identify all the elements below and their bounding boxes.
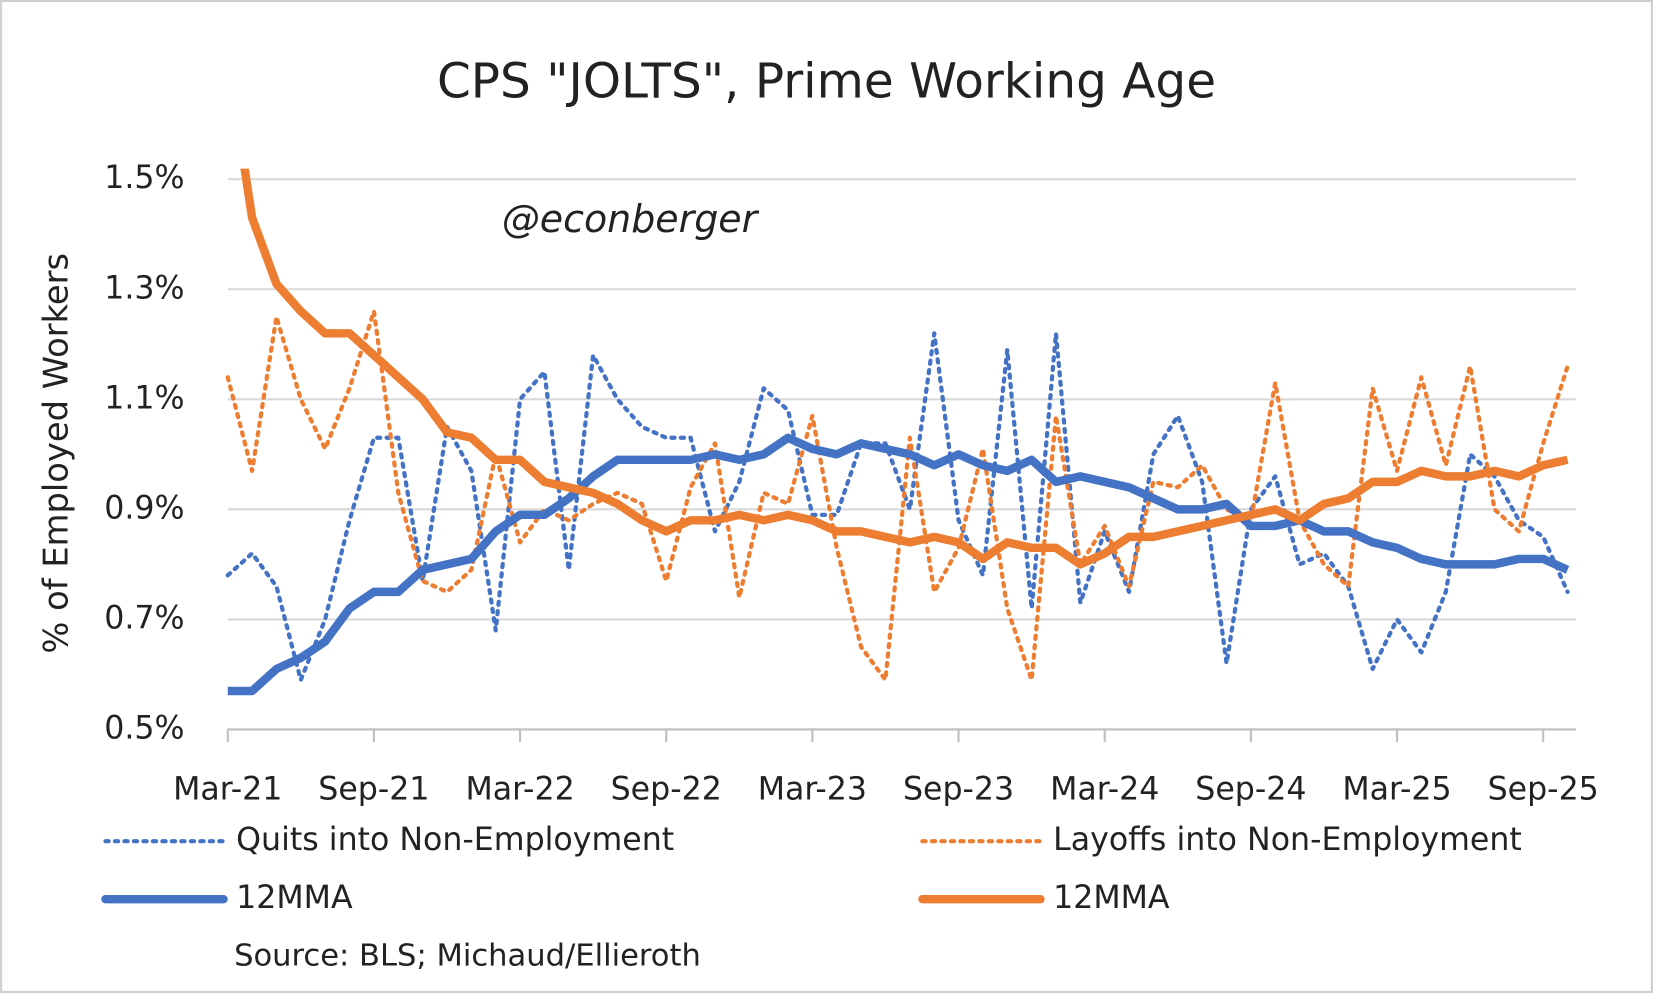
x-tick-label: Mar-21 <box>173 772 282 808</box>
y-tick-label: 0.5% <box>104 710 184 746</box>
watermark: @econberger <box>502 197 760 241</box>
y-tick-label: 1.3% <box>104 270 184 306</box>
y-tick-label: 1.5% <box>104 160 184 196</box>
y-tick-label: 0.9% <box>104 490 184 526</box>
series-line <box>225 309 1570 683</box>
legend-label: Layoffs into Non-Employment <box>1053 822 1522 858</box>
y-tick-label: 1.1% <box>104 380 184 416</box>
series-line <box>240 168 1569 569</box>
x-tick-label: Mar-22 <box>465 772 574 808</box>
legend-label: 12MMA <box>236 880 353 916</box>
x-tick-label: Mar-24 <box>1050 772 1159 808</box>
legend-label: 12MMA <box>1053 880 1170 916</box>
x-tick-label: Mar-25 <box>1342 772 1451 808</box>
source-note: Source: BLS; Michaud/Ellieroth <box>234 939 701 974</box>
legend-label: Quits into Non-Employment <box>236 822 674 858</box>
x-tick-label: Sep-22 <box>611 772 722 808</box>
plot-area <box>225 168 1570 696</box>
x-tick-label: Sep-23 <box>903 772 1014 808</box>
x-tick-label: Sep-25 <box>1488 772 1599 808</box>
x-tick-label: Sep-24 <box>1195 772 1306 808</box>
x-tick-label: Mar-23 <box>758 772 867 808</box>
series-line <box>227 433 1570 696</box>
y-axis-label: % of Employed Workers <box>37 253 76 654</box>
y-tick-label: 0.7% <box>104 600 184 636</box>
chart-title: CPS "JOLTS", Prime Working Age <box>437 53 1216 109</box>
x-tick-label: Sep-21 <box>318 772 429 808</box>
